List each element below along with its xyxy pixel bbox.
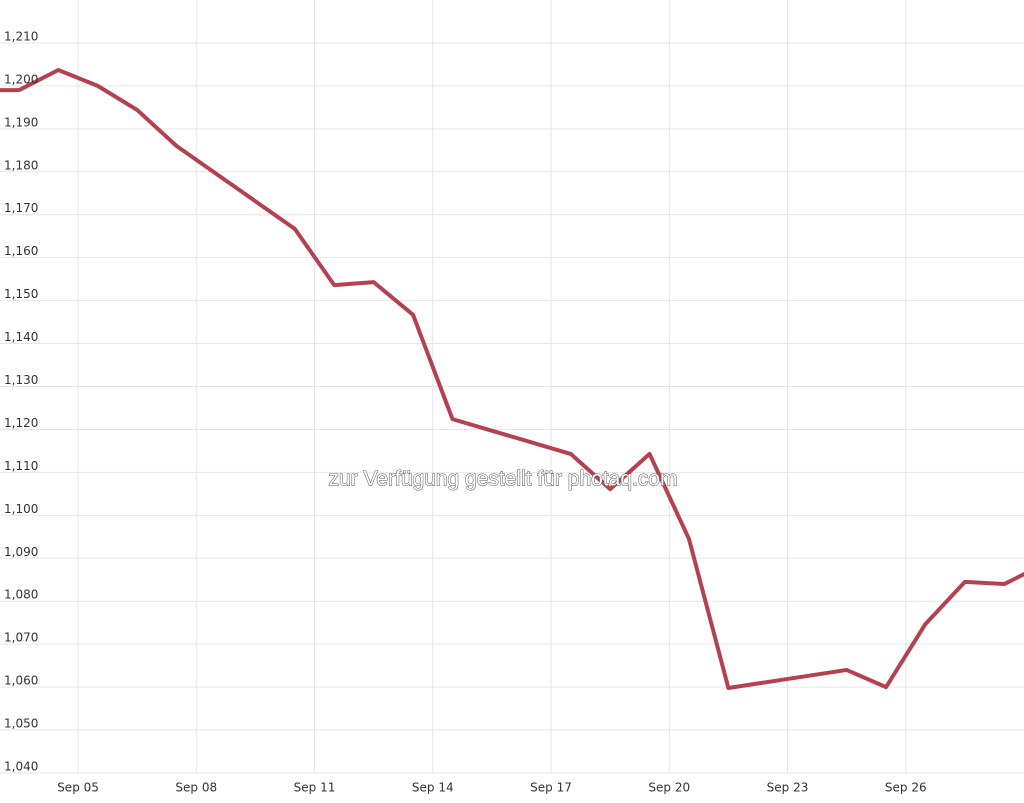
y-tick-label: 1,160 [4, 244, 38, 258]
x-tick-label: Sep 26 [885, 781, 927, 795]
line-series [0, 67, 1024, 690]
x-tick-label: Sep 14 [412, 781, 454, 795]
y-tick-label: 1,040 [4, 760, 38, 774]
watermark: zur Verfügung gestellt für photaq.com [328, 468, 677, 491]
y-tick-label: 1,100 [4, 502, 38, 516]
y-tick-label: 1,070 [4, 631, 38, 645]
y-tick-label: 1,050 [4, 717, 38, 731]
y-tick-label: 1,060 [4, 674, 38, 688]
y-tick-label: 1,200 [4, 72, 38, 86]
x-tick-label: Sep 23 [767, 781, 809, 795]
y-tick-label: 1,120 [4, 416, 38, 430]
y-tick-label: 1,140 [4, 330, 38, 344]
y-tick-label: 1,170 [4, 201, 38, 215]
y-tick-label: 1,150 [4, 287, 38, 301]
y-tick-label: 1,190 [4, 115, 38, 129]
x-tick-label: Sep 11 [294, 781, 336, 795]
y-tick-label: 1,210 [4, 29, 38, 43]
x-tick-label: Sep 08 [175, 781, 217, 795]
y-tick-label: 1,130 [4, 373, 38, 387]
y-tick-label: 1,180 [4, 158, 38, 172]
grid [0, 0, 1024, 774]
x-tick-label: Sep 20 [648, 781, 690, 795]
y-tick-label: 1,110 [4, 459, 38, 473]
y-tick-label: 1,090 [4, 545, 38, 559]
x-tick-label: Sep 17 [530, 781, 572, 795]
plot-area [0, 67, 1024, 690]
y-tick-label: 1,080 [4, 588, 38, 602]
x-tick-label: Sep 05 [57, 781, 99, 795]
labels: 1,040 1,050 1,060 1,070 1,080 1,090 1,100 1,110… [4, 29, 927, 794]
